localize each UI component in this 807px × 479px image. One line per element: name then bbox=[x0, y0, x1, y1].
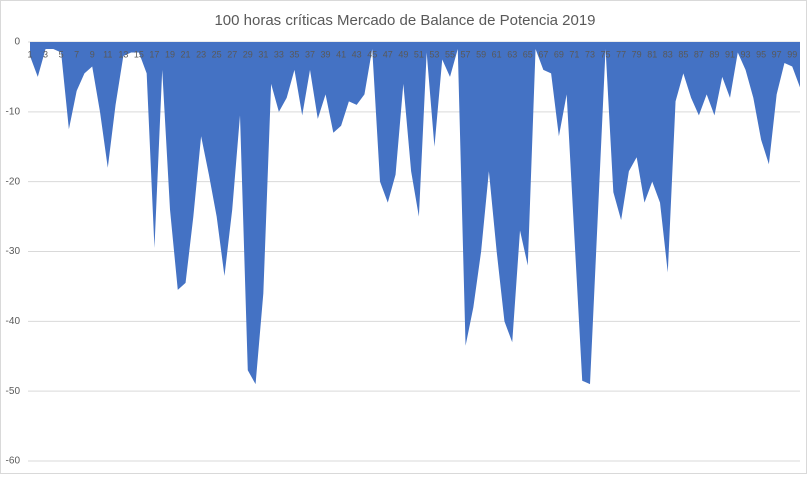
x-tick-label: 7 bbox=[74, 49, 79, 59]
x-tick-label: 47 bbox=[383, 49, 393, 59]
x-tick-label: 91 bbox=[725, 49, 735, 59]
x-tick-label: 75 bbox=[601, 49, 611, 59]
x-tick-label: 45 bbox=[367, 49, 377, 59]
x-tick-label: 61 bbox=[492, 49, 502, 59]
x-tick-label: 43 bbox=[352, 49, 362, 59]
x-tick-label: 99 bbox=[787, 49, 797, 59]
x-tick-label: 25 bbox=[212, 49, 222, 59]
x-tick-label: 67 bbox=[538, 49, 548, 59]
x-tick-label: 49 bbox=[398, 49, 408, 59]
x-tick-label: 87 bbox=[694, 49, 704, 59]
x-tick-label: 85 bbox=[678, 49, 688, 59]
x-tick-label: 11 bbox=[103, 49, 112, 59]
x-tick-label: 35 bbox=[289, 49, 299, 59]
x-tick-label: 41 bbox=[336, 49, 346, 59]
x-tick-label: 39 bbox=[321, 49, 331, 59]
x-tick-label: 95 bbox=[756, 49, 766, 59]
x-tick-label: 17 bbox=[149, 49, 159, 59]
x-tick-label: 3 bbox=[43, 49, 48, 59]
x-tick-label: 33 bbox=[274, 49, 284, 59]
y-tick-label: 0 bbox=[14, 37, 20, 48]
x-tick-label: 79 bbox=[632, 49, 642, 59]
x-tick-label: 13 bbox=[118, 49, 128, 59]
x-tick-label: 37 bbox=[305, 49, 315, 59]
y-tick-label: -20 bbox=[6, 176, 21, 187]
x-tick-label: 9 bbox=[90, 49, 95, 59]
x-tick-label: 81 bbox=[647, 49, 657, 59]
x-tick-label: 59 bbox=[476, 49, 486, 59]
x-tick-label: 29 bbox=[243, 49, 253, 59]
y-tick-label: -50 bbox=[6, 386, 21, 397]
y-tick-label: -40 bbox=[6, 316, 21, 327]
x-tick-label: 19 bbox=[165, 49, 175, 59]
area bbox=[30, 42, 800, 385]
y-tick-label: -10 bbox=[6, 106, 21, 117]
x-tick-label: 21 bbox=[181, 49, 191, 59]
x-tick-label: 31 bbox=[258, 49, 268, 59]
x-tick-label: 1 bbox=[27, 49, 32, 59]
x-tick-label: 83 bbox=[663, 49, 673, 59]
x-tick-label: 97 bbox=[772, 49, 782, 59]
x-tick-label: 65 bbox=[523, 49, 533, 59]
chart-title: 100 horas críticas Mercado de Balance de… bbox=[214, 12, 595, 29]
x-tick-label: 77 bbox=[616, 49, 626, 59]
x-tick-label: 69 bbox=[554, 49, 564, 59]
x-tick-label: 89 bbox=[709, 49, 719, 59]
x-tick-label: 27 bbox=[227, 49, 237, 59]
x-tick-label: 51 bbox=[414, 49, 424, 59]
x-tick-label: 71 bbox=[569, 49, 579, 59]
y-tick-label: -30 bbox=[6, 246, 21, 257]
x-tick-label: 53 bbox=[429, 49, 439, 59]
x-tick-label: 93 bbox=[741, 49, 751, 59]
x-tick-label: 5 bbox=[59, 49, 64, 59]
x-tick-label: 23 bbox=[196, 49, 206, 59]
x-tick-label: 57 bbox=[461, 49, 471, 59]
x-tick-label: 63 bbox=[507, 49, 517, 59]
x-tick-label: 55 bbox=[445, 49, 455, 59]
y-tick-label: -60 bbox=[6, 456, 21, 467]
x-tick-label: 15 bbox=[134, 49, 144, 59]
x-tick-label: 73 bbox=[585, 49, 595, 59]
